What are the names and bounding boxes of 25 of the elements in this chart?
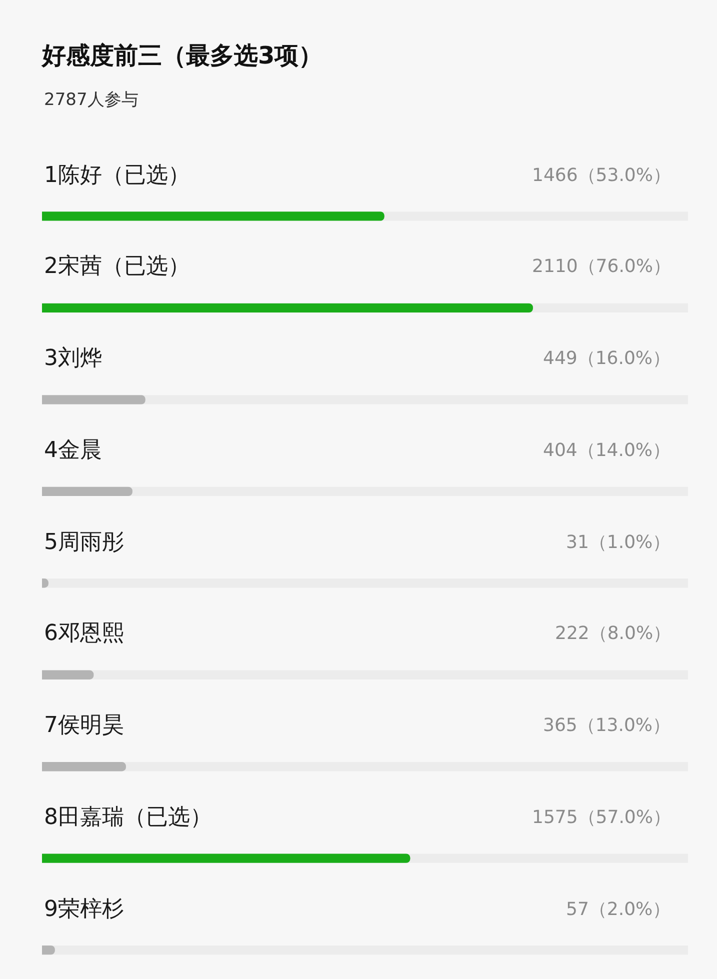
- y-tick-label: 7侯明昊: [44, 713, 124, 738]
- y-tick-label: 5周雨彤: [44, 530, 124, 555]
- data-label: 1466（53.0%）: [532, 165, 671, 186]
- y-tick-label: 9荣梓杉: [44, 897, 124, 922]
- y-tick-label: 1陈好（已选）: [44, 163, 190, 188]
- y-tick-label: 3刘烨: [44, 346, 102, 371]
- bar: [42, 395, 146, 404]
- bar: [42, 945, 55, 955]
- y-tick-label: 4金晨: [44, 438, 102, 463]
- data-label: 404（14.0%）: [543, 440, 671, 461]
- data-label: 31（1.0%）: [566, 532, 671, 553]
- data-label: 57（2.0%）: [566, 899, 671, 920]
- y-tick-label: 6邓恩熙: [44, 621, 124, 646]
- bar: [42, 670, 94, 680]
- bar: [42, 486, 132, 496]
- data-label: 222（8.0%）: [555, 623, 672, 644]
- y-tick-label: 2宋茜（已选）: [44, 254, 190, 279]
- y-tick-label: 8田嘉瑞（已选）: [44, 805, 212, 830]
- bar: [42, 762, 126, 772]
- data-label: 449（16.0%）: [543, 348, 671, 369]
- data-label: 1575（57.0%）: [532, 807, 671, 828]
- data-label: 365（13.0%）: [543, 715, 671, 736]
- chart-subtitle: 2787人参与: [44, 90, 138, 110]
- chart-title: 好感度前三（最多选3项）: [41, 41, 323, 70]
- data-label: 2110（76.0%）: [532, 256, 671, 277]
